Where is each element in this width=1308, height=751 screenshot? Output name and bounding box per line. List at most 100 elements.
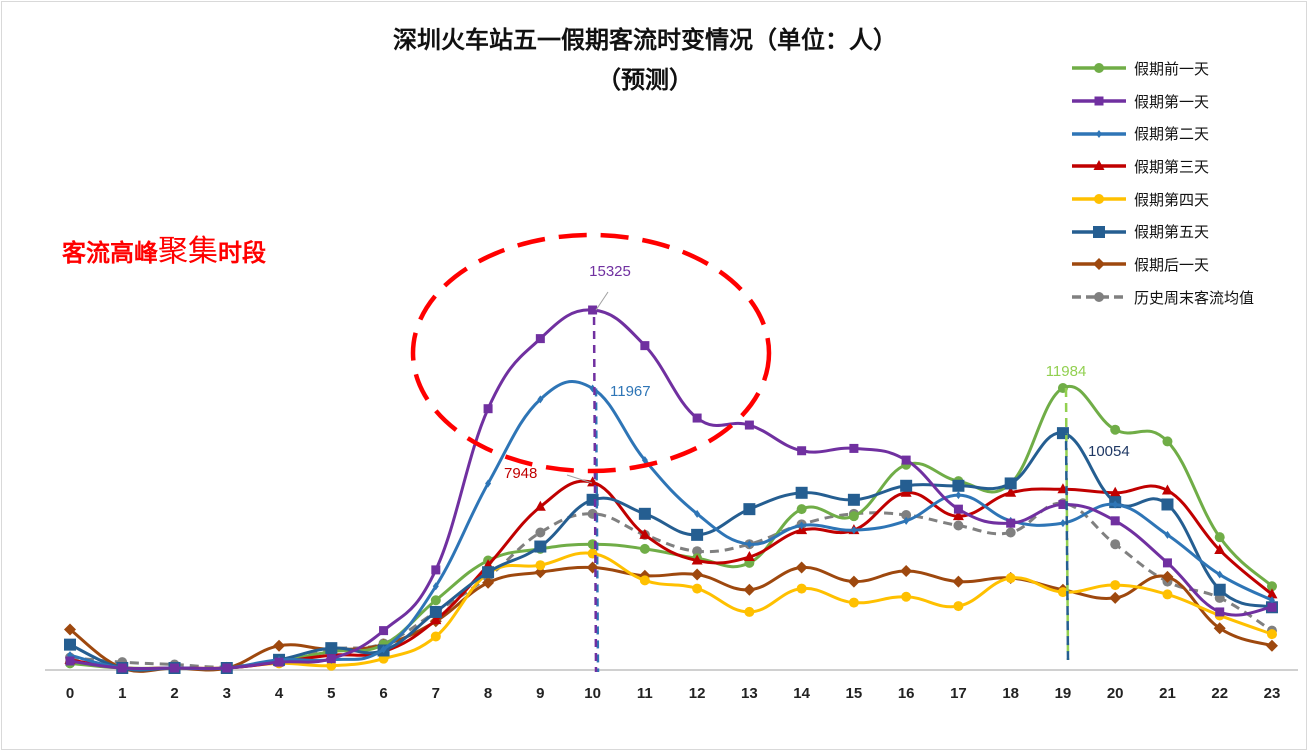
data-point [222,663,232,673]
legend-swatch [1072,160,1126,171]
data-point [746,540,753,549]
data-point [955,491,962,500]
legend-item: 假期后一天 [1070,248,1254,281]
x-tick-label: 7 [432,685,440,702]
x-tick-label: 4 [275,685,284,702]
peak-highlight-ellipse [410,232,772,474]
legend-marker [1093,258,1105,271]
data-point [797,446,807,456]
data-point [273,639,286,652]
data-point [430,595,441,606]
data-label: 10054 [1088,443,1130,460]
x-tick-label: 1 [118,685,126,702]
data-label: 11984 [1046,363,1087,380]
data-point [953,601,964,612]
data-point [694,509,701,518]
data-point [1109,486,1121,497]
data-point [1110,580,1121,591]
data-point [64,638,76,651]
data-point [65,656,75,666]
legend-label: 假期第三天 [1134,157,1210,176]
data-point [900,565,913,578]
x-tick-label: 15 [846,685,863,702]
data-point [1057,587,1068,598]
data-point [848,511,859,522]
data-point [743,503,756,516]
data-label: 7948 [504,465,537,482]
data-point [692,413,702,423]
data-point [1110,539,1121,550]
data-point [952,510,964,521]
x-tick-label: 17 [950,685,967,702]
legend: 假期前一天 假期第一天 假期第二天 假期第三天 假期第四天 假期第五天 假期后一天 历史周末客… [1070,52,1254,314]
data-point [1110,424,1121,435]
legend-swatch [1072,63,1126,74]
x-tick-label: 11 [637,685,653,702]
data-point [798,521,805,530]
data-point [1005,486,1017,497]
data-point [1216,570,1223,579]
data-point [1005,527,1016,538]
x-tick-label: 2 [170,685,178,702]
data-point [1162,436,1173,447]
data-point [744,420,754,430]
data-point [1215,607,1225,617]
legend-swatch [1072,129,1126,138]
data-point [1161,484,1173,495]
x-tick-label: 5 [327,685,335,702]
x-tick-label: 19 [1055,685,1072,702]
data-point [952,575,965,588]
x-tick-label: 18 [1002,685,1019,702]
data-point [744,606,755,617]
legend-label: 假期后一天 [1134,255,1210,274]
data-point [535,527,546,538]
data-point [639,575,650,586]
data-point [849,443,859,453]
data-point [1005,573,1016,584]
data-point [483,404,493,414]
x-tick-label: 22 [1211,685,1228,702]
series-line [69,551,1273,671]
series-4 [65,548,1277,673]
data-point [534,500,546,511]
reference-line-10-purple [592,309,598,673]
data-point [64,623,76,636]
peak-annotation: 客流高峰聚集时段 [62,226,266,270]
data-point [1213,622,1226,635]
data-point [1161,498,1174,511]
data-point [1265,639,1278,652]
series-6 [64,561,1278,674]
x-tick-label: 23 [1264,685,1281,702]
data-point [900,479,913,492]
data-point [796,504,807,515]
data-point [1110,516,1120,526]
data-point [1266,629,1277,640]
data-point [537,395,544,404]
label-leader-line [566,474,593,484]
data-point [482,576,495,589]
data-point [1214,544,1226,555]
data-point [1266,581,1277,592]
data-label: 11967 [610,383,651,400]
data-point [691,528,704,541]
x-tick-label: 3 [223,685,231,702]
data-point [796,583,807,594]
data-point [325,642,338,655]
annotation-prefix: 客流高峰 [62,239,158,267]
legend-marker [1094,63,1104,74]
data-point [1268,596,1275,605]
series-1 [65,305,1277,673]
data-point [691,554,703,565]
data-point [1162,589,1173,600]
data-point [588,305,598,315]
data-point [431,565,441,575]
data-point [535,560,546,571]
data-point [850,526,857,535]
data-point [1004,477,1017,490]
data-point [952,479,965,492]
data-point [1109,591,1122,604]
x-tick-label: 10 [584,685,601,702]
data-point [743,583,756,596]
data-point [1112,500,1119,509]
